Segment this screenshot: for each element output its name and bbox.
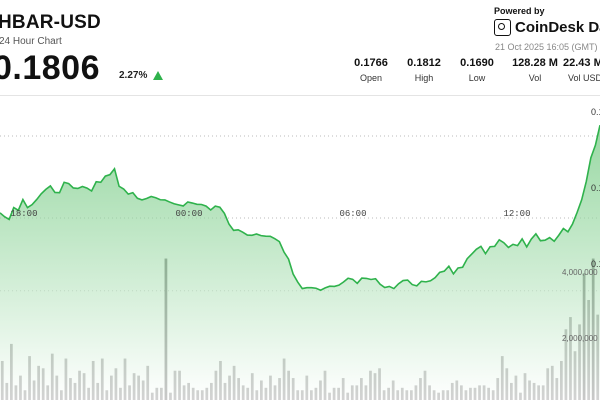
powered-by-label: Powered by: [494, 6, 545, 16]
stat-volusd-label: Vol USD: [568, 73, 600, 83]
stat-low-value: 0.1690: [460, 57, 494, 69]
header-divider: [0, 95, 600, 96]
y-tick-label: 0.175: [591, 183, 600, 193]
x-tick-label: 18:00: [10, 209, 37, 219]
stat-low-label: Low: [468, 73, 486, 83]
x-tick-label: 06:00: [339, 209, 366, 219]
stat-open-label: Open: [359, 73, 383, 83]
timestamp: 21 Oct 2025 16:05 (GMT): [495, 42, 598, 52]
stat-high-label: High: [414, 73, 434, 83]
x-tick-label: 12:00: [503, 209, 530, 219]
up-arrow-icon: [153, 71, 163, 80]
brand-logo[interactable]: CoinDesk Data: [494, 19, 600, 36]
current-price: 0.1806: [0, 49, 100, 87]
stat-volusd-value: 22.43 M: [563, 57, 600, 69]
x-tick-label: 00:00: [175, 209, 202, 219]
stat-vol-label: Vol: [528, 73, 542, 83]
y-tick-label: 0.18: [591, 107, 600, 117]
volume-axis-label: 2,000,000: [562, 334, 598, 343]
brand-name: CoinDesk Data: [515, 19, 600, 36]
stat-open-value: 0.1766: [354, 57, 388, 69]
price-area: [0, 125, 600, 400]
chart-subtitle: 24 Hour Chart: [0, 36, 62, 47]
volume-axis-label: 4,000,000: [562, 268, 598, 277]
chart-title: HBAR-USD: [0, 12, 101, 33]
price-line: [0, 124, 600, 292]
price-change: 2.27%: [119, 70, 148, 81]
coindesk-logo-icon: [494, 19, 511, 36]
stat-vol-value: 128.28 M: [512, 57, 558, 69]
price-chart[interactable]: 18:00 00:00 06:00 12:00 0.18 0.175 0.174,000,0…: [0, 96, 600, 400]
stat-high-value: 0.1812: [407, 57, 441, 69]
y-tick-label: 0.17: [591, 259, 600, 269]
